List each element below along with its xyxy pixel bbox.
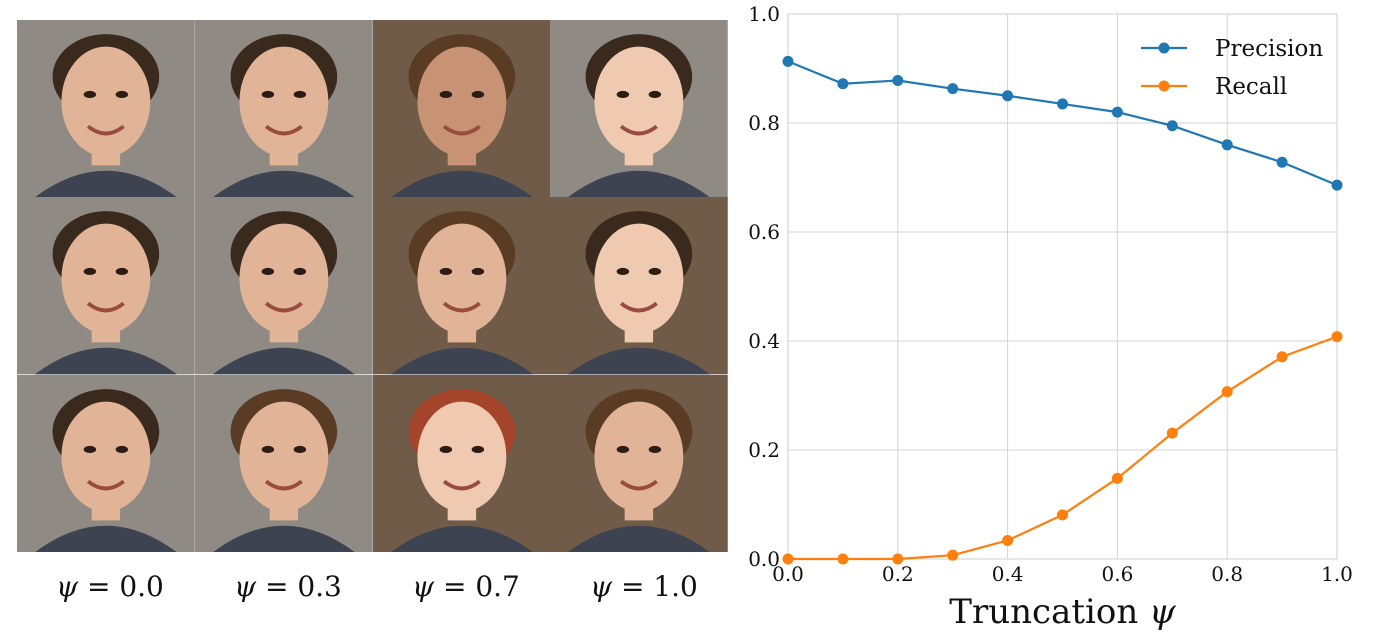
data-point-recall <box>1331 331 1343 343</box>
face-image-r2-c1 <box>17 197 195 375</box>
face-image-r3-c4 <box>550 374 728 552</box>
data-point-recall <box>837 553 849 565</box>
psi-label-col-3: ψ = 0.7 <box>412 570 520 603</box>
y-tick-label: 0.8 <box>748 111 780 135</box>
data-point-recall <box>1057 509 1068 521</box>
data-point-recall <box>1111 472 1123 484</box>
y-tick-label: 1.0 <box>748 2 780 26</box>
legend-label-precision: Precision <box>1215 36 1323 62</box>
data-point-precision <box>1276 156 1288 168</box>
data-point-precision <box>782 55 794 67</box>
data-point-precision <box>1166 120 1178 132</box>
psi-label-col-1: ψ = 0.0 <box>56 570 164 603</box>
face-image-r1-c2 <box>194 20 373 198</box>
plot-frame <box>787 13 1338 560</box>
psi-label-col-4: ψ = 1.0 <box>590 570 698 603</box>
data-point-recall <box>1002 534 1014 546</box>
legend-marker-recall <box>1158 80 1170 92</box>
face-image-r2-c2 <box>194 197 373 375</box>
data-point-recall <box>1221 386 1233 398</box>
data-point-recall <box>947 549 959 561</box>
data-point-recall <box>782 553 794 565</box>
data-point-recall <box>1276 351 1288 363</box>
face-image-r3-c3 <box>372 374 551 552</box>
y-tick-label: 0.4 <box>748 329 780 353</box>
x-tick-label: 0.6 <box>1101 562 1133 586</box>
data-point-recall <box>1166 427 1178 439</box>
y-tick-label: 0.0 <box>748 547 780 571</box>
x-axis-label-symbol: ψ <box>1149 592 1176 632</box>
precision-recall-chart: 0.0 0.2 0.4 0.6 0.8 1.0 0.0 0.2 0.4 0.6 0.8 1.0 Trun… <box>748 2 1353 632</box>
data-point-precision <box>1057 98 1068 110</box>
data-point-precision <box>1221 139 1233 151</box>
y-tick-label: 0.6 <box>748 220 780 244</box>
data-point-precision <box>837 78 849 90</box>
face-image-r1-c3 <box>372 20 551 198</box>
data-point-precision <box>1331 179 1343 191</box>
face-image-r1-c1 <box>17 20 195 198</box>
face-grid <box>17 20 728 552</box>
face-image-r2-c4 <box>550 197 728 375</box>
x-tick-label: 0.4 <box>992 562 1024 586</box>
face-image-r1-c4 <box>550 20 728 198</box>
psi-label-col-2: ψ = 0.3 <box>234 570 342 603</box>
x-tick-label: 0.0 <box>772 562 804 586</box>
legend-marker-precision <box>1158 42 1170 54</box>
face-image-r3-c2 <box>194 374 373 552</box>
face-image-r3-c1 <box>17 374 195 552</box>
legend-label-recall: Recall <box>1215 74 1287 100</box>
data-point-precision <box>892 74 904 86</box>
x-tick-label: 1.0 <box>1321 562 1353 586</box>
face-image-r2-c3 <box>372 197 551 375</box>
data-point-precision <box>947 83 959 95</box>
data-point-precision <box>1111 106 1123 118</box>
data-point-recall <box>892 553 904 565</box>
x-tick-label: 0.8 <box>1211 562 1243 586</box>
data-point-precision <box>1002 90 1014 102</box>
y-tick-label: 0.2 <box>748 438 780 462</box>
x-tick-label: 0.2 <box>882 562 914 586</box>
x-axis-label: Truncation ψ <box>949 592 1176 632</box>
